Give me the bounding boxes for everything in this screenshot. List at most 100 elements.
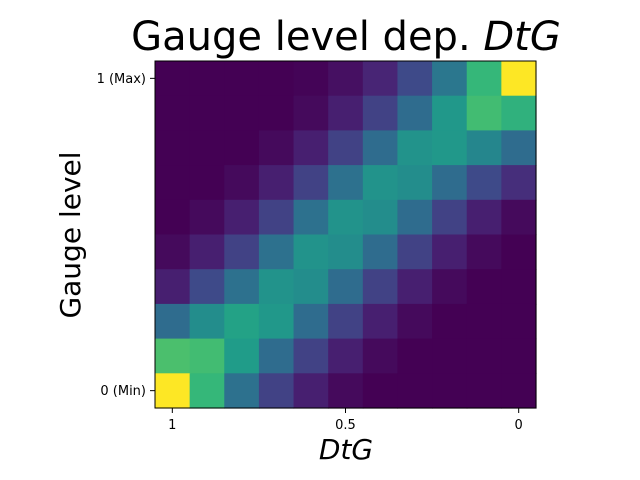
heatmap-cell [432, 303, 468, 340]
heatmap-cell [328, 61, 364, 97]
heatmap-cell [328, 234, 364, 270]
heatmap-cell [501, 303, 537, 340]
heatmap-cell [501, 130, 537, 166]
heatmap-cell [189, 303, 225, 340]
heatmap-cell [293, 269, 329, 305]
heatmap-cell [432, 338, 468, 374]
heatmap-cell [432, 130, 468, 166]
heatmap-cell [501, 165, 537, 201]
heatmap-cell [258, 234, 295, 270]
heatmap-cell [224, 373, 260, 409]
heatmap-cell [258, 165, 295, 201]
heatmap-cell [466, 234, 502, 270]
heatmap-cell [432, 373, 468, 409]
heatmap-cell [189, 95, 225, 131]
heatmap-cell [397, 130, 433, 166]
heatmap-cell [328, 338, 364, 374]
heatmap-cell [466, 61, 502, 97]
heatmap-cell [362, 373, 399, 409]
heatmap-cell [224, 95, 260, 131]
heatmap-cell [362, 269, 399, 305]
y-tick-label: 0 (Min) [100, 384, 146, 399]
x-tick-label: 0 [515, 418, 523, 433]
heatmap-cell [155, 95, 191, 131]
heatmap-cell [466, 165, 502, 201]
heatmap-cell [189, 269, 225, 305]
chart-title: Gauge level dep. DtG [131, 14, 561, 60]
heatmap-cell [362, 130, 399, 166]
heatmap-cell [501, 95, 537, 131]
heatmap-cell [189, 199, 225, 236]
heatmap-cell [501, 338, 537, 374]
heatmap-cell [293, 373, 329, 409]
heatmap-cell [258, 130, 295, 166]
heatmap-cell [258, 338, 295, 374]
heatmap-cell [224, 269, 260, 305]
heatmap-cell [155, 269, 191, 305]
heatmap-cell [258, 199, 295, 236]
heatmap-cell [224, 199, 260, 236]
heatmap-cell [362, 95, 399, 131]
heatmap-cell [501, 373, 537, 409]
heatmap-cell [397, 165, 433, 201]
heatmap-cell [258, 95, 295, 131]
heatmap-cell [328, 373, 364, 409]
heatmap-cell [155, 199, 191, 236]
heatmap-cell [501, 234, 537, 270]
heatmap-cell [224, 338, 260, 374]
heatmap-cell [397, 61, 433, 97]
heatmap-cell [224, 303, 260, 340]
heatmap-cell [362, 303, 399, 340]
heatmap-cell [293, 234, 329, 270]
heatmap-cell [224, 130, 260, 166]
heatmap-cell [362, 165, 399, 201]
x-tick-label: 0.5 [335, 418, 356, 433]
heatmap-cell [362, 199, 399, 236]
heatmap-cell [189, 165, 225, 201]
heatmap-cell [258, 303, 295, 340]
heatmap-cell [258, 373, 295, 409]
heatmap-cell [328, 269, 364, 305]
heatmap-cell [397, 199, 433, 236]
heatmap-cell [293, 338, 329, 374]
x-ticks: 1 0.5 0 [168, 408, 523, 433]
heatmap-cell [155, 303, 191, 340]
heatmap-cell [466, 303, 502, 340]
heatmap-cell [466, 373, 502, 409]
heatmap-cell [432, 95, 468, 131]
heatmap-cell [293, 165, 329, 201]
y-axis-label: Gauge level [54, 151, 87, 318]
heatmap-cell [362, 234, 399, 270]
heatmap-cell [293, 199, 329, 236]
heatmap-cell [189, 234, 225, 270]
heatmap-cell [293, 61, 329, 97]
heatmap-cell [328, 303, 364, 340]
heatmap-cell [432, 234, 468, 270]
heatmap-cell [189, 373, 225, 409]
heatmap-cell [397, 234, 433, 270]
heatmap-cell [397, 373, 433, 409]
heatmap-cell [501, 269, 537, 305]
heatmap-cell [466, 130, 502, 166]
heatmap-cell [258, 61, 295, 97]
heatmap-cell [293, 95, 329, 131]
heatmap-cell [466, 95, 502, 131]
x-tick-label: 1 [168, 418, 176, 433]
heatmap-cell [501, 199, 537, 236]
heatmap-cell [432, 61, 468, 97]
heatmap-cell [155, 373, 191, 409]
heatmap-cell [397, 269, 433, 305]
heatmap-cell [293, 130, 329, 166]
heatmap-cell [155, 234, 191, 270]
heatmap-cell [155, 338, 191, 374]
heatmap-cell [432, 165, 468, 201]
heatmap-cell [224, 165, 260, 201]
heatmap-cell [362, 338, 399, 374]
heatmap-cell [189, 61, 225, 97]
heatmap-cell [224, 234, 260, 270]
heatmap-cell [501, 61, 537, 97]
heatmap-cell [258, 269, 295, 305]
heatmap-cell [155, 165, 191, 201]
heatmap-cell [189, 130, 225, 166]
